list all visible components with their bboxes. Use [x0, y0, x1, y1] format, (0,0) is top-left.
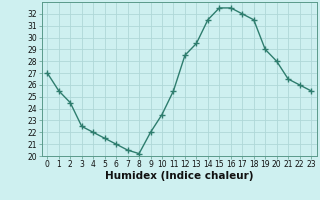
X-axis label: Humidex (Indice chaleur): Humidex (Indice chaleur) — [105, 171, 253, 181]
